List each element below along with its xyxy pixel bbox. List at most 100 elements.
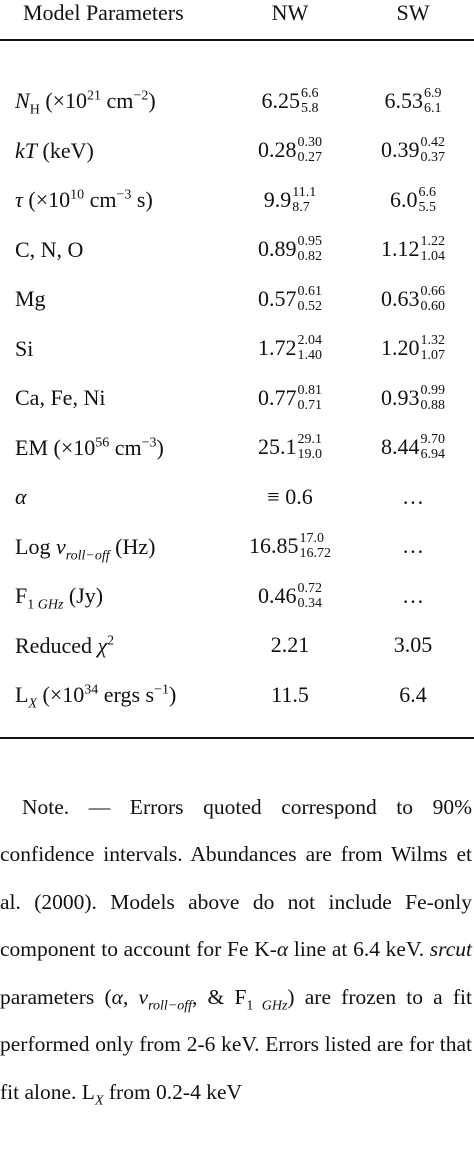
error-range: 0.81 0.71 <box>298 383 323 413</box>
value: 1.20 <box>381 335 420 361</box>
text-run: cm <box>109 434 142 460</box>
text-run: 21 <box>87 88 102 104</box>
upper-limit: 0.81 <box>297 382 323 398</box>
value-cell: 0.39 0.42 0.37 <box>355 126 471 176</box>
value: 0.57 <box>258 285 297 311</box>
upper-limit: 0.42 <box>420 135 446 151</box>
upper-limit: 17.0 <box>299 531 325 547</box>
value-cell: 1.12 1.22 1.04 <box>355 225 471 275</box>
value: 6.0 <box>390 186 418 212</box>
lower-limit: 1.04 <box>420 249 446 265</box>
text-run: ergs s <box>98 682 155 707</box>
upper-limit: 9.70 <box>420 432 446 448</box>
script-text: roll−off <box>66 548 110 563</box>
header-cell: SW <box>396 0 430 25</box>
value: 0.46 <box>258 582 297 608</box>
lower-limit: 0.52 <box>297 298 323 314</box>
error-range: 6.9 6.1 <box>424 86 442 116</box>
text-run: ) <box>156 434 164 460</box>
value-cell: 0.77 0.81 0.71 <box>222 373 358 423</box>
text-run: ) are frozen to a fit performed only fro… <box>0 984 473 1104</box>
lower-limit: 16.72 <box>299 546 332 562</box>
table-row: C, N, O 0.89 0.95 0.82 1.12 1.22 1.04 <box>0 225 474 275</box>
upper-limit: 1.32 <box>420 333 446 349</box>
upper-limit: 29.1 <box>297 432 323 448</box>
text-run: X <box>28 696 38 712</box>
text-run: (Jy) <box>63 583 104 608</box>
text-run: roll−off <box>65 547 110 563</box>
upper-limit: 0.99 <box>420 382 446 398</box>
table-note: Note. — Errors quoted correspond to 90% … <box>0 784 472 1117</box>
text-run: 1 <box>27 597 38 613</box>
value: 6.4 <box>399 681 427 707</box>
script-text: 1 GHz <box>246 998 287 1013</box>
value-cell: 8.44 9.70 6.94 <box>355 423 471 473</box>
value-cell: 9.9 11.1 8.7 <box>222 175 358 225</box>
value: … <box>402 483 424 509</box>
text-run: Reduced <box>15 632 98 658</box>
text-run: 1 <box>246 997 262 1013</box>
value-cell: … <box>355 522 471 572</box>
row-label: NH (×1021 cm−2) <box>15 76 156 126</box>
value-cell: 0.46 0.72 0.34 <box>222 571 358 621</box>
value: … <box>402 533 424 559</box>
lower-limit: 5.5 <box>418 199 437 215</box>
lower-limit: 19.0 <box>297 447 323 463</box>
value: … <box>402 582 424 608</box>
value-cell: 16.85 17.0 16.72 <box>222 522 358 572</box>
value: 8.44 <box>381 434 420 460</box>
text-run: , & F <box>192 984 247 1009</box>
value: 0.28 <box>258 137 297 163</box>
value-cell: 0.63 0.66 0.60 <box>355 274 471 324</box>
table-row: NH (×1021 cm−2) 6.25 6.6 5.8 6.53 6.9 6.1 <box>0 76 474 126</box>
upper-limit: 11.1 <box>292 184 317 200</box>
error-range: 0.30 0.27 <box>298 135 323 165</box>
text-run: Si <box>15 335 34 361</box>
text-run: EM (×10 <box>15 434 96 460</box>
upper-limit: 1.22 <box>420 234 446 250</box>
text-run: 10 <box>70 187 85 203</box>
table-row: α ≡ 0.6… <box>0 472 474 522</box>
text-run: −2 <box>133 88 149 104</box>
upper-limit: 0.66 <box>420 283 446 299</box>
text-run: srcut <box>429 937 472 961</box>
value: 1.12 <box>381 236 420 262</box>
text-run: 34 <box>84 682 99 698</box>
error-range: 0.66 0.60 <box>421 284 446 314</box>
table-row: Reduced χ2 2.21 3.05 <box>0 621 474 671</box>
value: 6.53 <box>384 87 424 113</box>
text-run: Ca, Fe, Ni <box>15 385 106 410</box>
script-text: X <box>95 1093 104 1108</box>
row-label: Mg <box>15 274 46 324</box>
value: 16.85 <box>249 533 299 559</box>
value: 6.25 <box>261 87 301 113</box>
value-cell: 0.28 0.30 0.27 <box>222 126 358 176</box>
lower-limit: 5.8 <box>301 100 319 116</box>
value-cell: 6.25 6.6 5.8 <box>222 76 358 126</box>
upper-limit: 6.9 <box>424 85 442 101</box>
text-run: Log <box>15 533 56 559</box>
text-run: cm <box>101 88 134 113</box>
table-row: τ (×1010 cm−3 s) 9.9 11.1 8.7 6.0 6.6 5.5 <box>0 175 474 225</box>
text-run: ) <box>148 88 156 113</box>
value: 0.77 <box>258 384 297 410</box>
error-range: 29.1 19.0 <box>298 432 323 462</box>
value-cell: 11.5 <box>222 670 358 720</box>
value-cell: 6.0 6.6 5.5 <box>355 175 471 225</box>
upper-limit: 0.95 <box>297 234 323 250</box>
upper-limit: 2.04 <box>297 333 323 349</box>
text-run: L <box>15 682 29 707</box>
text-run: ν <box>138 984 149 1009</box>
lower-limit: 1.07 <box>420 348 446 364</box>
value: 2.21 <box>270 632 310 658</box>
row-label: LX (×1034 ergs s−1) <box>15 670 176 720</box>
text-run: GHz <box>261 997 288 1013</box>
value: ≡ 0.6 <box>267 483 313 509</box>
error-range: 1.22 1.04 <box>421 234 446 264</box>
lower-limit: 0.37 <box>420 150 446 166</box>
value: 0.39 <box>381 137 420 163</box>
text-run: χ <box>97 632 108 658</box>
script-text: roll−off <box>148 998 192 1013</box>
script-text: X <box>28 696 37 711</box>
